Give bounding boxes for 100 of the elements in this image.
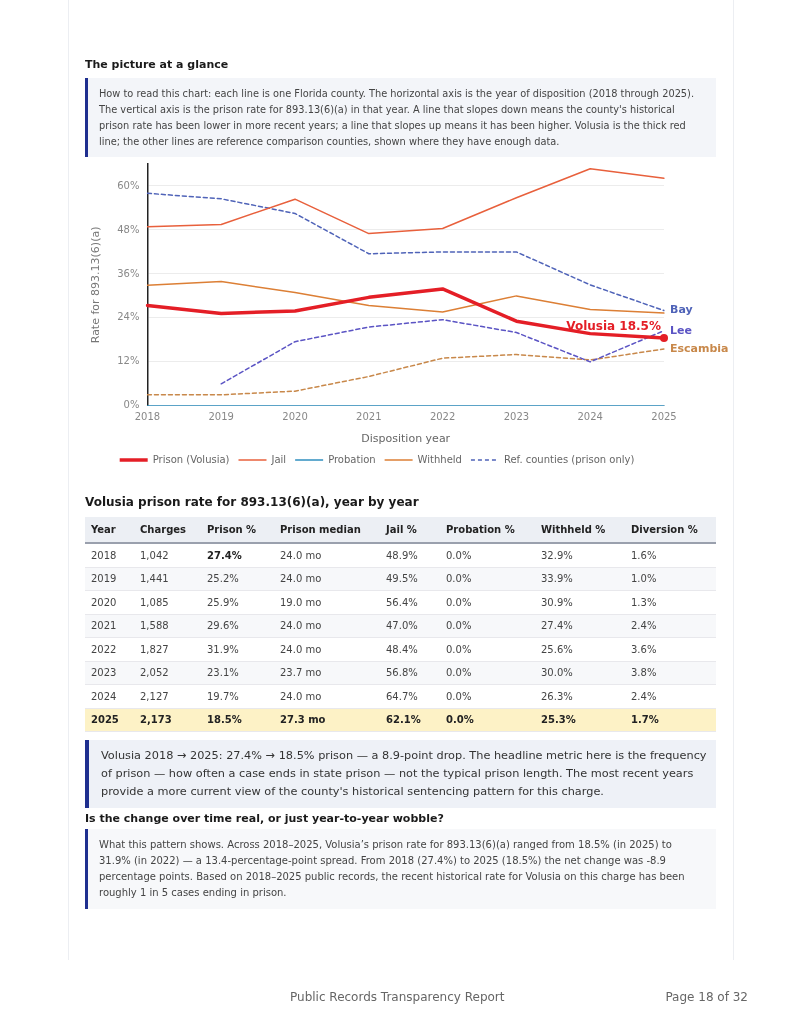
text: 0.0% — [440, 708, 535, 732]
text: 24.0 mo — [274, 614, 380, 638]
x-tick-label: 2021 — [356, 411, 382, 423]
text: 23.7 mo — [274, 661, 380, 685]
text: Page 18 of 32 — [665, 990, 748, 1004]
legend-label: Withheld — [417, 453, 462, 465]
chart-subtitle: How to read this chart: each line is one Florida county. The horizontal axis is the year of disposition (2018 through 2025). The vertical axis is the prison rate for 893.13(6)(a) in that year. A line that slopes down means the county's historical prison rate has been lower in more recent years; a line that slopes up means it has been higher. Volusia is the thick red line; the other lines are reference comparison counties, shown where they have enough data. — [85, 78, 716, 157]
text: 33.9% — [535, 567, 625, 591]
x-tick-label: 2022 — [429, 411, 456, 423]
text: 1,827 — [134, 637, 201, 661]
text: 19.7% — [201, 684, 274, 708]
text: 27.3 mo — [274, 708, 380, 732]
annotation: Volusia 18.5% — [566, 319, 661, 334]
text: 2020 — [85, 590, 134, 614]
text: Ref. counties (prison only) — [503, 453, 635, 465]
text: 2025 — [85, 708, 134, 732]
text: Probation % — [440, 517, 535, 543]
text: 0.0% — [440, 567, 535, 591]
series-label: Bay — [670, 303, 693, 317]
text: 29.6% — [201, 614, 274, 638]
y-axis-title: Rate for 893.13(6)(a) — [89, 226, 103, 344]
text: 18.5% — [201, 708, 274, 732]
text: 27.4% — [535, 614, 625, 638]
text: 2.4% — [625, 614, 716, 638]
text: 0.0% — [440, 543, 535, 567]
text: 1.0% — [625, 567, 716, 591]
text: 23.1% — [201, 661, 274, 685]
text: Volusia prison rate for 893.13(6)(a), year by year — [85, 495, 419, 509]
text: 56.4% — [380, 590, 440, 614]
text: 26.3% — [535, 684, 625, 708]
y-tick-label: 48% — [117, 223, 140, 235]
text: 25.2% — [201, 567, 274, 591]
text: 2022 — [85, 637, 134, 661]
text: 1,042 — [134, 543, 201, 567]
text: 2019 — [85, 567, 134, 591]
text: Withheld % — [535, 517, 625, 543]
text: 1.3% — [625, 590, 716, 614]
text: 25.9% — [201, 590, 274, 614]
text: Prison % — [201, 517, 274, 543]
text: 0.0% — [440, 614, 535, 638]
text: 0.0% — [440, 661, 535, 685]
text: 49.5% — [380, 567, 440, 591]
legend-label: Prison (Volusia) — [152, 453, 230, 465]
text: 2,173 — [134, 708, 201, 732]
y-tick-label: 36% — [117, 267, 140, 279]
text: 19.0 mo — [274, 590, 380, 614]
y-tick-label: 60% — [117, 179, 140, 191]
text: Charges — [134, 517, 201, 543]
text: Volusia 2018 → 2025: 27.4% → 18.5% prison — a 8.9-point drop. The headline metric here is the frequency of prison — how often a case ends in state prison — not the typical prison length. The most recent years provide a more current view of the county's historical sentencing pattern for this charge. — [85, 740, 716, 808]
text: 2,052 — [134, 661, 201, 685]
text: 64.7% — [380, 684, 440, 708]
text: 31.9% — [201, 637, 274, 661]
legend-label: Jail — [270, 453, 287, 465]
x-tick-label: 2018 — [134, 411, 161, 423]
x-tick-label: 2020 — [282, 411, 308, 423]
text: 56.8% — [380, 661, 440, 685]
text: 30.9% — [535, 590, 625, 614]
text: 24.0 mo — [274, 567, 380, 591]
text: 1.7% — [625, 708, 716, 732]
x-axis-title: Disposition year — [361, 432, 451, 446]
x-tick-label: 2019 — [208, 411, 234, 423]
text: 2023 — [85, 661, 134, 685]
text: 1,085 — [134, 590, 201, 614]
text: Public Records Transparency Report — [290, 990, 505, 1004]
text: Jail % — [380, 517, 440, 543]
chart-title: The picture at a glance — [85, 58, 229, 71]
text: 2,127 — [134, 684, 201, 708]
text: 25.3% — [535, 708, 625, 732]
text: 3.6% — [625, 637, 716, 661]
text: 1.6% — [625, 543, 716, 567]
text: 47.0% — [380, 614, 440, 638]
x-tick-label: 2024 — [577, 411, 603, 423]
text: Prison median — [274, 517, 380, 543]
x-tick-label: 2023 — [503, 411, 530, 423]
text: Is the change over time real, or just year-to-year wobble? — [85, 812, 444, 825]
text: 30.0% — [535, 661, 625, 685]
y-tick-label: 24% — [117, 311, 140, 323]
text: 27.4% — [201, 543, 274, 567]
text: 0.0% — [440, 637, 535, 661]
text: Year — [85, 517, 134, 543]
text: 62.1% — [380, 708, 440, 732]
text: What this pattern shows. Across 2018–2025, Volusia’s prison rate for 893.13(6)(a) ranged from 18.5% (in 2025) to 31.9% (in 2022) — a 13.4-percentage-point spread. From 2018 (27.4%) to 2025 (18.5%) the net change was -8.9 percentage points. Based on 2018–2025 public records, the recent historical rate for Volusia on this charge has been roughly 1 in 5 cases ending in prison. — [85, 829, 716, 909]
text: 24.0 mo — [274, 543, 380, 567]
text: Diversion % — [625, 517, 716, 543]
text: 32.9% — [535, 543, 625, 567]
text: 2021 — [85, 614, 134, 638]
y-tick-label: 0% — [123, 399, 140, 411]
text: 2.4% — [625, 684, 716, 708]
text: 2018 — [85, 543, 134, 567]
series-label: Lee — [670, 323, 692, 337]
series-label: Escambia — [670, 341, 729, 355]
text: 3.8% — [625, 661, 716, 685]
text: 24.0 mo — [274, 637, 380, 661]
text: 2024 — [85, 684, 134, 708]
text: 1,441 — [134, 567, 201, 591]
legend-label: Probation — [328, 453, 376, 465]
x-tick-label: 2025 — [651, 411, 677, 423]
text: 0.0% — [440, 684, 535, 708]
text: 1,588 — [134, 614, 201, 638]
y-tick-label: 12% — [117, 355, 140, 367]
